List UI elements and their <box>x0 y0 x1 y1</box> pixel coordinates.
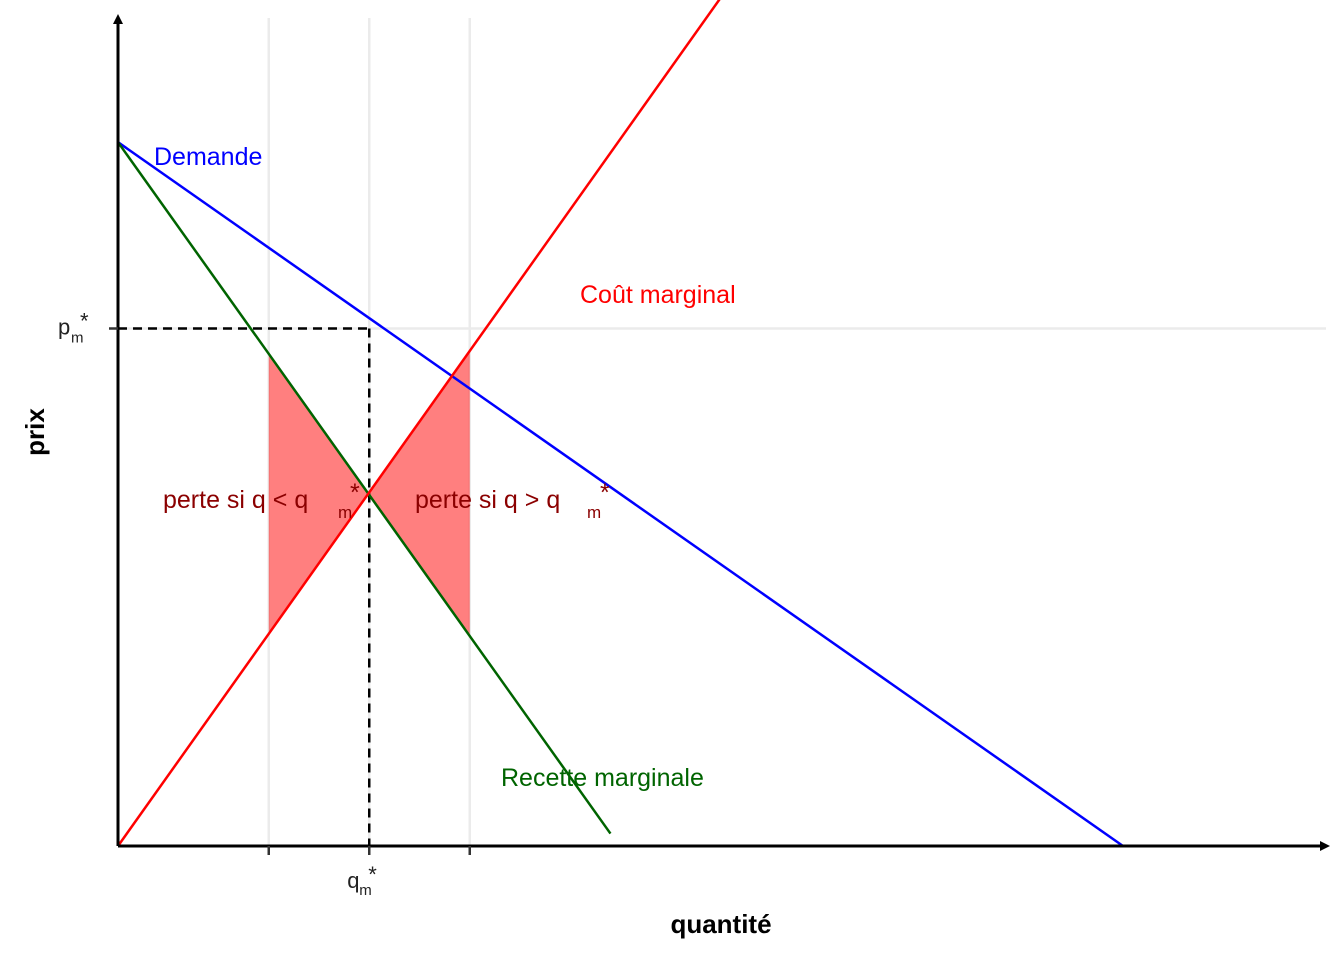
marginal-cost-label: Coût marginal <box>580 281 736 309</box>
loss-area-label-sub-0: m <box>338 503 352 522</box>
marginal-revenue-label: Recette marginale <box>501 764 704 792</box>
y-tick-label-main: p <box>58 315 70 340</box>
y-tick-label-sub: m <box>71 330 84 347</box>
x-axis-title: quantité <box>670 909 771 939</box>
series-line-1 <box>116 141 612 835</box>
series-line-2 <box>116 0 721 847</box>
y-axis-title: prix <box>20 408 50 456</box>
demand-label: Demande <box>154 143 262 171</box>
loss-area-label-0: perte si q < q <box>163 486 308 514</box>
y-tick-label-sup: * <box>80 309 89 334</box>
x-tick-label-sub: m <box>359 882 372 899</box>
loss-area-0 <box>268 353 370 634</box>
x-tick-label-main: q <box>347 868 359 893</box>
x-tick-label-sup: * <box>368 862 377 887</box>
loss-area-1 <box>369 350 470 637</box>
loss-area-label-sub-1: m <box>587 503 601 522</box>
loss-area-label-1: perte si q > q <box>415 486 560 514</box>
loss-area-label-sup-0: * <box>350 479 360 507</box>
series-line-0 <box>117 141 1124 848</box>
loss-area-label-sup-1: * <box>600 479 610 507</box>
